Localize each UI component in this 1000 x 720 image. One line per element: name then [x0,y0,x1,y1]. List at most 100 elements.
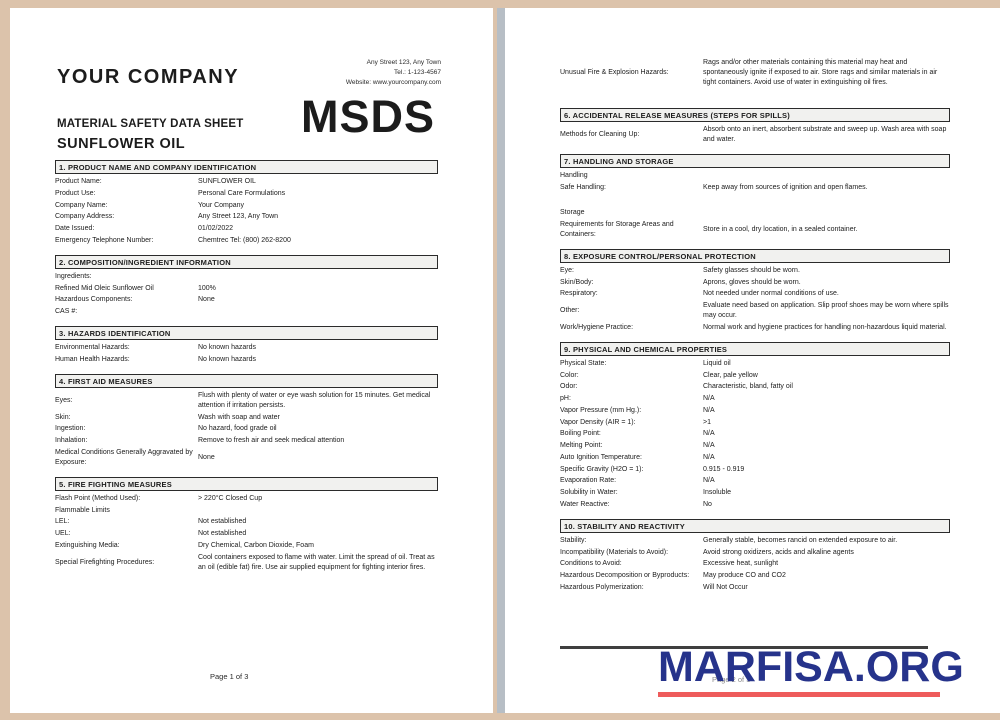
field-value: Cool containers exposed to flame with wa… [198,553,435,571]
field-label: Odor: [560,383,578,391]
field-label: Work/Hygiene Practice: [560,323,634,331]
data-row: Inhalation: Remove to fresh air and seek … [55,436,438,446]
data-row: Product Use: Personal Care Formulations [55,189,438,199]
data-row: Safe Handling: Keep away from sources of … [560,183,950,193]
field-label: Incompatibility (Materials to Avoid): [560,548,669,556]
section-header: 10. STABILITY AND REACTIVITY [560,518,950,533]
field-value: No known hazards [198,344,256,351]
field-label: Other: [560,307,580,314]
end-of-page-rule [560,646,928,649]
section-header: 9. PHYSICAL AND CHEMICAL PROPERTIES [560,341,950,356]
field-label: Melting Point: [560,442,603,449]
data-row: Flash Point (Method Used): > 220°C Closed… [55,494,438,504]
field-value: No known hazards [198,355,256,363]
field-value: Keep away from sources of ignition and o… [703,183,868,191]
field-value: Any Street 123, Any Town [198,213,279,221]
msds-section: 8. EXPOSURE CONTROL/PERSONAL PROTECTION E… [560,248,950,333]
msds-section: 2. COMPOSITION/INGREDIENT INFORMATION Ing… [55,254,438,317]
data-row: Date Issued: 01/02/2022 [55,224,438,234]
page2-footer: Page 2 of 3 [712,675,751,684]
field-value: Remove to fresh air and seek medical att… [198,437,345,444]
field-value: Wash with soap and water [198,413,280,421]
data-row: Auto Ignition Temperature: N/A [560,453,950,463]
field-value: Clear, pale yellow [703,371,758,379]
page2-sections: Unusual Fire & Explosion Hazards: Rags an… [560,8,950,593]
data-row: LEL: Not established [55,517,438,527]
data-row: Solubility in Water: Insoluble [560,488,950,498]
field-label: Product Use: [55,189,96,197]
field-label: Company Address: [55,213,115,221]
field-label: Auto Ignition Temperature: [560,453,642,461]
field-value: May produce CO and CO2 [703,572,786,579]
msds-section: 5. FIRE FIGHTING MEASURES Flash Point (Me… [55,476,438,573]
data-row: Hazardous Decomposition or Byproducts: Ma… [560,571,950,581]
field-value: Not established [198,530,247,537]
data-row: Company Name: Your Company [55,201,438,211]
field-value: Personal Care Formulations [198,189,286,197]
field-value: Safety glasses should be worn. [703,266,800,274]
data-row: Human Health Hazards: No known hazards [55,355,438,365]
msds-section: 6. ACCIDENTAL RELEASE MEASURES (STEPS FO… [560,107,950,145]
field-label: Safe Handling: [560,183,606,191]
data-row: Incompatibility (Materials to Avoid): Avo… [560,548,950,558]
field-value: Flush with plenty of water or eye wash s… [198,391,431,409]
field-value: Normal work and hygiene practices for ha… [703,323,947,331]
field-label: Skin/Body: [560,278,594,286]
field-value: > 220°C Closed Cup [198,494,263,502]
data-row: Conditions to Avoid: Excessive heat, sunl… [560,559,950,569]
page1-footer: Page 1 of 3 [210,672,249,681]
data-row: UEL: Not established [55,529,438,539]
field-label: Ingredients: [55,272,92,280]
field-label: Respiratory: [560,290,598,298]
section-header: 2. COMPOSITION/INGREDIENT INFORMATION [55,254,438,269]
field-label: Specific Gravity (H2O = 1): [560,465,644,473]
data-row: Evaporation Rate: N/A [560,476,950,486]
field-label: Handling [560,171,588,179]
field-label: Flammable Limits [55,506,110,514]
field-value: Absorb onto an inert, absorbent substrat… [703,125,947,143]
field-value: Not needed under normal conditions of us… [703,290,839,298]
data-row: pH: N/A [560,394,950,404]
watermark-text: MARFISA.ORG [658,643,964,691]
section-header: 6. ACCIDENTAL RELEASE MEASURES (STEPS FO… [560,107,950,122]
data-row: Skin/Body: Aprons, gloves should be worn. [560,278,950,288]
section-header: 1. PRODUCT NAME AND COMPANY IDENTIFICATI… [55,160,438,174]
field-label: Requirements for Storage Areas and Conta… [560,220,674,238]
msds-page-2: Unusual Fire & Explosion Hazards: Rags an… [505,8,1000,713]
field-label: Conditions to Avoid: [560,560,622,568]
field-value: Avoid strong oxidizers, acids and alkali… [703,548,854,556]
field-value: 100% [198,284,216,292]
watermark-underline [658,692,940,697]
msds-page-1: YOUR COMPANY Any Street 123, Any Town Te… [10,8,493,713]
data-row: Ingestion: No hazard, food grade oil [55,424,438,434]
field-label: LEL: [55,518,70,526]
marfisa-watermark: MARFISA.ORG [658,646,964,697]
field-label: Company Name: [55,201,108,209]
field-label: Product Name: [55,178,102,185]
field-label: Refined Mid Oleic Sunflower Oil [55,284,154,292]
field-label: Storage [560,209,585,216]
address-line: Website: www.yourcompany.com [345,78,441,86]
field-value: N/A [703,430,715,438]
field-label: CAS #: [55,308,78,315]
section-header: 5. FIRE FIGHTING MEASURES [55,476,438,491]
data-row: Work/Hygiene Practice: Normal work and hy… [560,323,950,333]
field-value: No [703,500,712,508]
field-label: Skin: [55,413,71,421]
data-row: Emergency Telephone Number: Chemtrec Tel:… [55,236,438,246]
data-row: Refined Mid Oleic Sunflower Oil 100% [55,284,438,294]
data-row: Water Reactive: No [560,500,950,510]
field-value: N/A [703,395,715,402]
address-line: Any Street 123, Any Town [366,59,441,66]
msds-section: 1. PRODUCT NAME AND COMPANY IDENTIFICATI… [55,160,438,246]
field-label: Color: [560,371,579,379]
msds-logo: MSDS [300,91,435,142]
field-value: No hazard, food grade oil [198,425,277,433]
field-value: Dry Chemical, Carbon Dioxide, Foam [198,541,314,549]
field-value: Characteristic, bland, fatty oil [703,383,793,391]
page-edge-shadow [497,8,505,713]
field-value: None [198,453,215,461]
data-row: Methods for Cleaning Up: Absorb onto an i… [560,125,950,145]
field-label: Unusual Fire & Explosion Hazards: [560,68,669,76]
field-value: Will Not Occur [703,583,748,591]
